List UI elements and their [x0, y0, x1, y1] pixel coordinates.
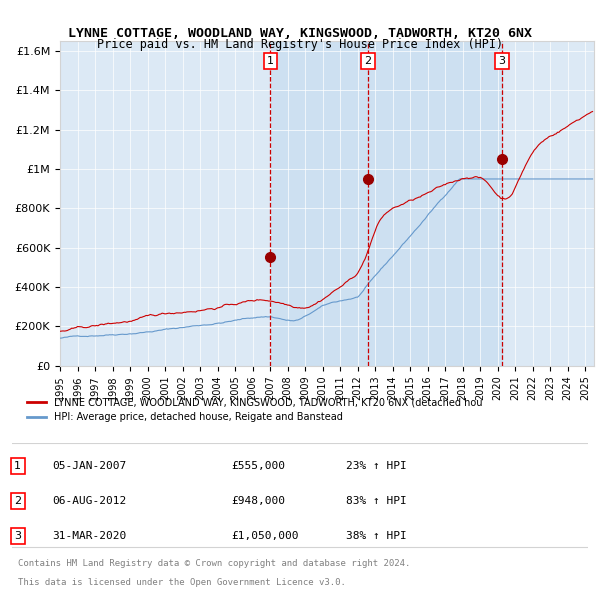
Text: 1: 1 [14, 461, 21, 471]
Text: This data is licensed under the Open Government Licence v3.0.: This data is licensed under the Open Gov… [18, 578, 346, 586]
Text: £948,000: £948,000 [231, 496, 285, 506]
Text: 38% ↑ HPI: 38% ↑ HPI [346, 531, 407, 541]
Text: £1,050,000: £1,050,000 [231, 531, 298, 541]
Text: 1: 1 [267, 56, 274, 66]
Text: 23% ↑ HPI: 23% ↑ HPI [346, 461, 407, 471]
Text: 2: 2 [14, 496, 22, 506]
Text: 2: 2 [364, 56, 371, 66]
Bar [368, 41, 502, 366]
Bar [271, 41, 368, 366]
Text: 06-AUG-2012: 06-AUG-2012 [52, 496, 127, 506]
Text: Price paid vs. HM Land Registry's House Price Index (HPI): Price paid vs. HM Land Registry's House … [97, 38, 503, 51]
Text: 83% ↑ HPI: 83% ↑ HPI [346, 496, 407, 506]
Text: Contains HM Land Registry data © Crown copyright and database right 2024.: Contains HM Land Registry data © Crown c… [18, 559, 410, 568]
Text: 31-MAR-2020: 31-MAR-2020 [52, 531, 127, 541]
Text: 05-JAN-2007: 05-JAN-2007 [52, 461, 127, 471]
Text: LYNNE COTTAGE, WOODLAND WAY, KINGSWOOD, TADWORTH, KT20 6NX: LYNNE COTTAGE, WOODLAND WAY, KINGSWOOD, … [68, 27, 532, 40]
Text: 3: 3 [14, 531, 21, 541]
Legend: LYNNE COTTAGE, WOODLAND WAY, KINGSWOOD, TADWORTH, KT20 6NX (detached hou, HPI: A: LYNNE COTTAGE, WOODLAND WAY, KINGSWOOD, … [23, 394, 486, 427]
Text: £555,000: £555,000 [231, 461, 285, 471]
Text: 3: 3 [499, 56, 505, 66]
